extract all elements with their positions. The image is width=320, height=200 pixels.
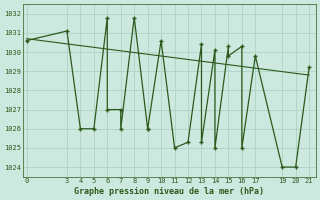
X-axis label: Graphe pression niveau de la mer (hPa): Graphe pression niveau de la mer (hPa) xyxy=(74,187,264,196)
